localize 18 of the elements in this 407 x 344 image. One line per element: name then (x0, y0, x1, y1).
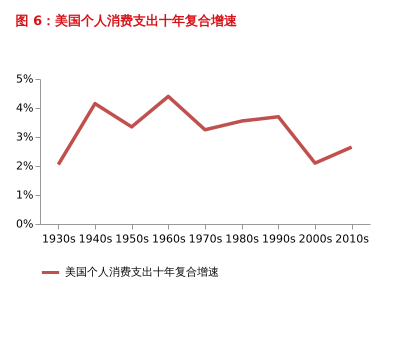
y-tick-label: 3% (16, 130, 34, 144)
legend-label: 美国个人消费支出十年复合增速 (65, 266, 219, 278)
y-tick-label: 4% (16, 102, 34, 114)
y-tick-label: 1% (16, 188, 34, 202)
x-tick-label: 1940s (78, 232, 113, 246)
x-tick-label: 1960s (152, 232, 186, 246)
x-tick-label: 2010s (335, 232, 370, 246)
y-tick-label: 2% (16, 160, 34, 172)
y-tick-label: 5% (16, 72, 34, 86)
x-tick-label: 1980s (225, 232, 260, 246)
x-tick-label: 2000s (298, 232, 333, 246)
x-tick-label: 1950s (115, 232, 150, 246)
x-tick-label: 1930s (42, 232, 76, 246)
chart-title: 图 6：美国个人消费支出十年复合增速 (16, 13, 238, 29)
line-series (56, 94, 354, 166)
x-tick-label: 1990s (262, 232, 296, 246)
x-tick-label: 1970s (188, 232, 223, 246)
y-tick-label: 0% (16, 218, 34, 230)
